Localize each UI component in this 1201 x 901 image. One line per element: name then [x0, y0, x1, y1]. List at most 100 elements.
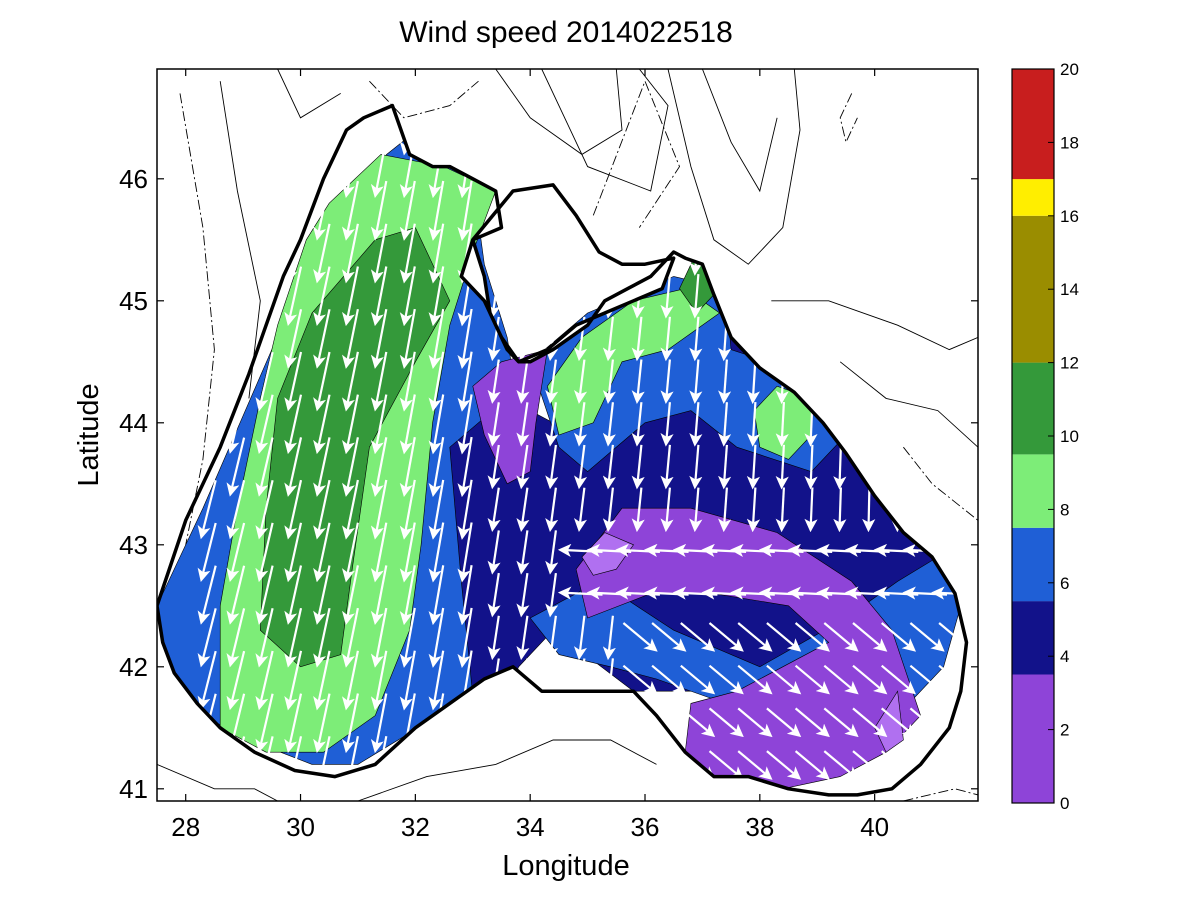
colorbar-tick-label: 14 — [1060, 280, 1079, 299]
land-contour-line — [839, 93, 858, 144]
wind-vector — [313, 565, 331, 625]
wind-vector — [573, 402, 588, 447]
wind-vector — [660, 359, 674, 404]
y-tick-label: 43 — [119, 530, 148, 560]
wind-vector — [370, 693, 388, 754]
colorbar-band — [1012, 527, 1054, 602]
wind-vector — [573, 231, 588, 276]
colorbar-tick-label: 2 — [1060, 721, 1069, 740]
plot-frame — [156, 68, 979, 802]
colorbar-band — [1012, 362, 1054, 455]
wind-vector — [516, 188, 530, 234]
wind-vector — [631, 444, 645, 490]
wind-vector — [516, 487, 530, 532]
wind-vector — [545, 231, 559, 276]
wind-vector — [737, 622, 773, 652]
wind-vector — [255, 351, 274, 412]
wind-vector — [341, 351, 359, 412]
wind-vector — [284, 394, 303, 455]
wind-vector — [284, 351, 303, 412]
wind-vector — [545, 487, 559, 532]
colorbar-tick-label: 18 — [1060, 133, 1079, 152]
wind-vector — [487, 444, 501, 490]
wind-vector — [573, 359, 588, 404]
wind-vector — [370, 437, 388, 497]
wind-vector — [313, 394, 331, 455]
wind-vector — [708, 750, 744, 780]
chart-title: Wind speed 2014022518 — [399, 16, 733, 49]
wind-vector — [689, 487, 703, 533]
wind-vector — [313, 266, 331, 327]
wind-vector — [823, 707, 859, 738]
wind-vector — [660, 316, 674, 362]
wind-vector — [226, 394, 246, 454]
wind-vector — [399, 223, 416, 284]
wind-vector — [545, 359, 559, 404]
wind-vector — [487, 615, 501, 661]
land-contour-line — [219, 81, 261, 399]
wind-vector — [255, 437, 274, 497]
wind-vector — [313, 437, 331, 497]
wind-vector — [255, 522, 274, 583]
x-tick-label: 40 — [860, 812, 889, 842]
wind-vector — [487, 274, 501, 319]
wind-vector — [313, 479, 331, 540]
wind-vector — [545, 615, 559, 661]
wind-vector — [708, 707, 744, 738]
wind-vector — [313, 351, 331, 412]
wind-vector — [880, 707, 917, 738]
wind-vector — [545, 572, 559, 618]
contour-region-0-2-11 — [581, 532, 634, 576]
wind-vector — [852, 750, 888, 780]
wind-vector — [284, 522, 303, 583]
wind-vector — [370, 180, 388, 241]
wind-vector — [545, 402, 559, 447]
wind-vector — [399, 308, 416, 369]
wind-vector — [573, 487, 588, 532]
wind-vector — [197, 650, 217, 711]
wind-vector — [370, 650, 388, 711]
colorbar: 0 2 4 6 8 10 12 14 16 18 20 — [1011, 60, 1079, 813]
x-axis-label: Longitude — [502, 850, 629, 882]
land-contour-line — [771, 300, 978, 351]
wind-vector — [399, 522, 416, 583]
wind-vector — [775, 444, 789, 490]
wind-vector — [794, 750, 830, 780]
y-axis: 41 42 43 44 45 46 — [119, 164, 978, 804]
wind-vector — [284, 693, 303, 754]
colorbar-tick-label: 6 — [1060, 574, 1069, 593]
wind-vector — [226, 608, 246, 668]
wind-vector — [766, 707, 802, 738]
wind-vector — [708, 664, 744, 695]
y-tick-label: 46 — [119, 164, 148, 194]
wind-vector — [370, 223, 388, 284]
wind-vector — [341, 394, 359, 455]
colorbar-tick-label: 20 — [1060, 60, 1079, 79]
wind-vector — [284, 266, 303, 327]
wind-vector — [197, 480, 217, 540]
wind-vector — [909, 707, 945, 738]
wind-vector — [399, 180, 416, 241]
wind-vector — [689, 359, 703, 404]
wind-vector — [718, 402, 732, 447]
wind-vector — [631, 359, 645, 404]
wind-vector — [737, 750, 773, 780]
wind-vector — [651, 664, 687, 695]
wind-vector — [651, 622, 687, 652]
colorbar-tick-label: 10 — [1060, 427, 1079, 446]
wind-vector — [660, 402, 674, 447]
wind-vector — [370, 479, 388, 540]
wind-vector — [631, 487, 645, 533]
land-contour-line — [369, 80, 479, 119]
colorbar-band — [1012, 69, 1054, 180]
wind-vector — [516, 402, 530, 447]
wind-vector — [718, 487, 732, 533]
colorbar-tick-label: 4 — [1060, 647, 1069, 666]
wind-vector — [602, 487, 616, 533]
land-contour-line — [277, 69, 341, 119]
wind-vector — [341, 607, 359, 668]
wind-vector — [341, 522, 359, 583]
wind-vector — [852, 707, 888, 738]
land-contour-line — [357, 739, 657, 801]
